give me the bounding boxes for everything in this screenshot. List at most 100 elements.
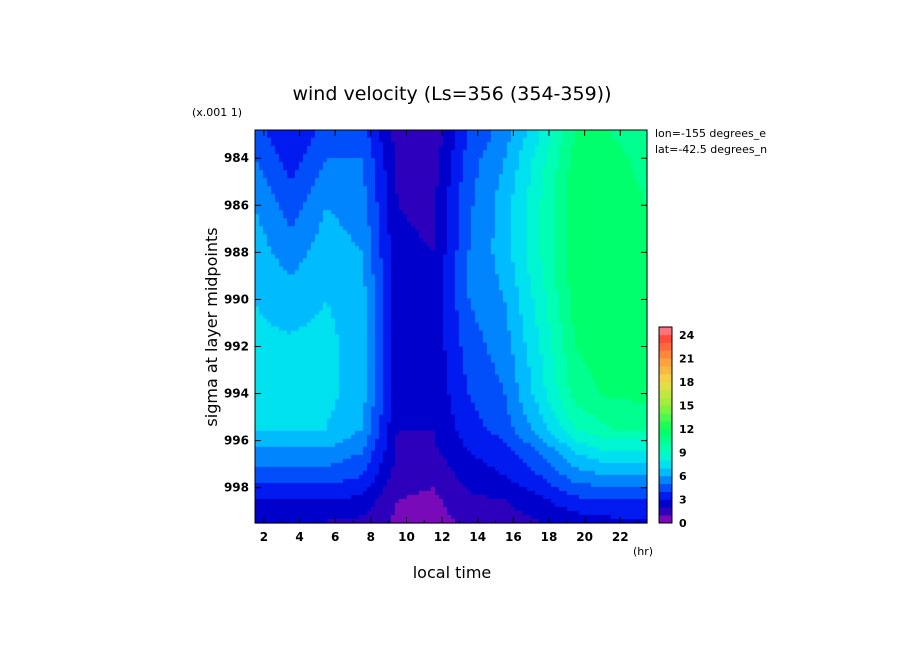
contour-cell [631, 202, 636, 207]
contour-cell [635, 174, 640, 179]
contour-cell [319, 254, 324, 259]
contour-cell [327, 194, 332, 199]
contour-cell [379, 250, 384, 255]
contour-cell [331, 170, 336, 175]
contour-cell [339, 314, 344, 320]
contour-cell [355, 266, 360, 271]
contour-cell [287, 206, 292, 211]
contour-cell [339, 198, 344, 203]
contour-cell [519, 234, 524, 239]
contour-cell [271, 326, 276, 332]
contour-cell [587, 206, 592, 211]
contour-cell [299, 222, 304, 227]
contour-cell [419, 162, 424, 167]
contour-cell [291, 306, 296, 312]
contour-cell [531, 318, 536, 324]
contour-cell [563, 306, 568, 312]
contour-cell [267, 226, 272, 231]
contour-cell [355, 154, 360, 159]
contour-cell [263, 202, 268, 207]
contour-cell [527, 306, 532, 312]
contour-cell [451, 138, 456, 143]
contour-cell [367, 306, 372, 312]
contour-cell [479, 142, 484, 147]
contour-cell [463, 134, 468, 139]
contour-cell [403, 174, 408, 179]
contour-cell [323, 166, 328, 171]
contour-cell [331, 262, 336, 267]
contour-cell [267, 238, 272, 243]
contour-cell [411, 158, 416, 163]
contour-cell [379, 314, 384, 320]
contour-cell [563, 302, 568, 308]
contour-cell [603, 162, 608, 167]
contour-cell [267, 278, 272, 283]
contour-cell [551, 226, 556, 231]
contour-cell [499, 258, 504, 263]
contour-cell [255, 238, 260, 243]
contour-cell [307, 290, 312, 296]
contour-cell [623, 218, 628, 223]
contour-cell [455, 222, 460, 227]
contour-cell [511, 230, 516, 235]
contour-cell [383, 318, 388, 324]
contour-cell [543, 326, 548, 332]
contour-cell [479, 146, 484, 151]
contour-cell [259, 282, 264, 287]
contour-cell [287, 198, 292, 203]
contour-cell [503, 166, 508, 171]
contour-cell [443, 254, 448, 259]
contour-cell [627, 314, 632, 320]
contour-cell [591, 142, 596, 147]
contour-cell [311, 190, 316, 195]
contour-cell [519, 222, 524, 227]
contour-cell [339, 298, 344, 304]
contour-cell [371, 270, 376, 275]
contour-cell [263, 282, 268, 287]
contour-cell [551, 202, 556, 207]
contour-cell [575, 194, 580, 199]
contour-cell [643, 218, 648, 223]
contour-cell [451, 142, 456, 147]
contour-cell [283, 246, 288, 251]
contour-cell [507, 282, 512, 287]
contour-cell [631, 230, 636, 235]
contour-cell [359, 278, 364, 283]
contour-cell [443, 186, 448, 191]
contour-cell [383, 150, 388, 155]
contour-cell [499, 158, 504, 163]
contour-cell [287, 278, 292, 283]
contour-cell [311, 138, 316, 143]
contour-cell [323, 222, 328, 227]
contour-cell [547, 166, 552, 171]
contour-cell [303, 266, 308, 271]
contour-cell [483, 198, 488, 203]
contour-cell [319, 282, 324, 287]
contour-cell [619, 150, 624, 155]
contour-cell [375, 206, 380, 211]
contour-cell [615, 270, 620, 275]
contour-cell [555, 322, 560, 328]
contour-cell [367, 166, 372, 171]
contour-cell [519, 294, 524, 300]
contour-cell [343, 130, 348, 135]
contour-cell [511, 250, 516, 255]
contour-cell [615, 150, 620, 155]
contour-cell [595, 250, 600, 255]
contour-cell [599, 290, 604, 296]
contour-cell [347, 250, 352, 255]
contour-cell [543, 162, 548, 167]
contour-cell [431, 314, 436, 320]
contour-cell [459, 298, 464, 304]
contour-cell [271, 202, 276, 207]
contour-cell [639, 186, 644, 191]
contour-cell [307, 318, 312, 324]
contour-cell [571, 330, 576, 336]
contour-cell [287, 170, 292, 175]
contour-cell [527, 318, 532, 324]
contour-cell [403, 222, 408, 227]
contour-cell [339, 306, 344, 312]
contour-cell [455, 166, 460, 171]
contour-cell [459, 326, 464, 332]
contour-cell [435, 174, 440, 179]
